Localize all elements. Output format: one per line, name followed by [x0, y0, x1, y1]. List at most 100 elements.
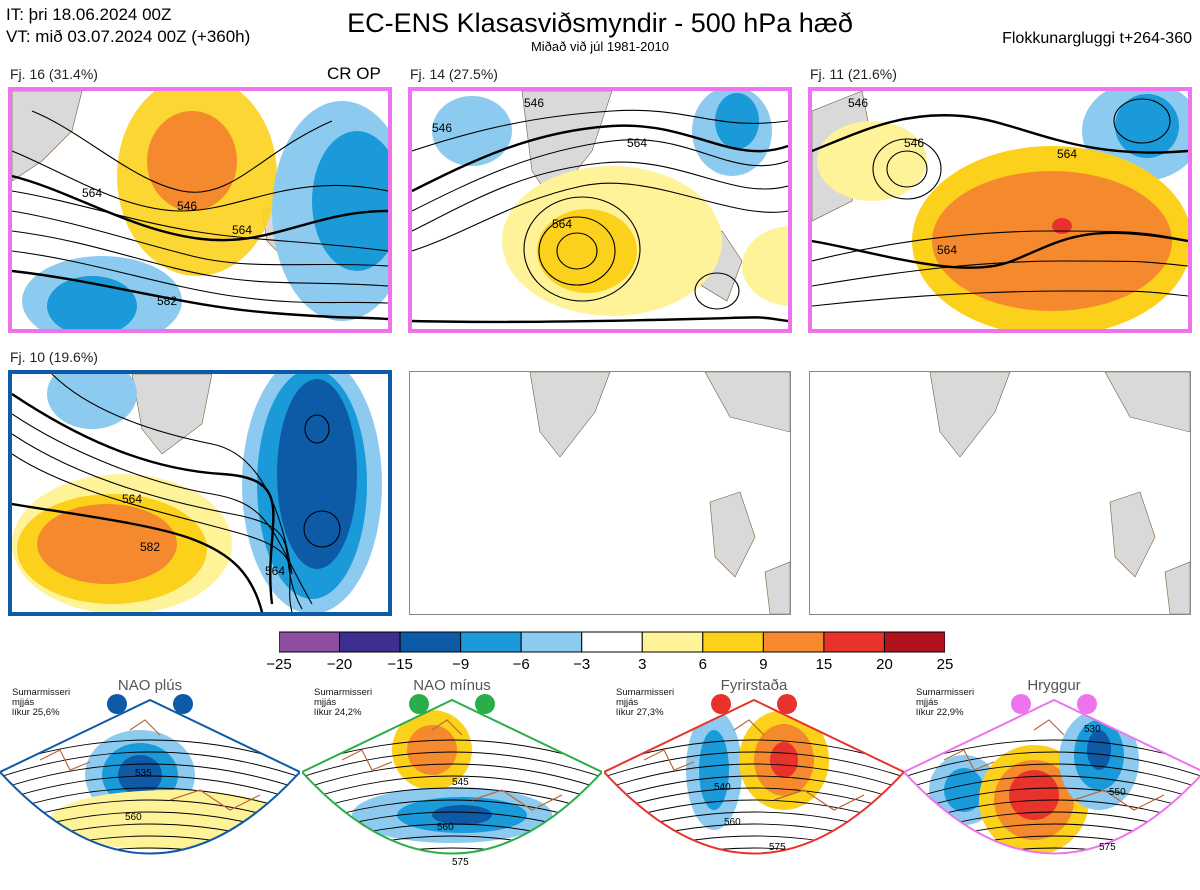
- cluster-label-4: Fj. 10 (19.6%): [10, 349, 98, 365]
- season-line: Sumarmisseri: [916, 687, 975, 698]
- colorbar-swatch: [520, 631, 583, 653]
- cluster-map-2: 546 546 564 564: [408, 87, 792, 333]
- height-contour: [904, 775, 1200, 802]
- page-subtitle: Miðað við júl 1981-2010: [530, 39, 670, 54]
- colorbar-swatch: [762, 631, 825, 653]
- regime-name: Hryggur: [1027, 677, 1081, 694]
- regime-marker: [475, 694, 495, 714]
- contour-label: 582: [157, 294, 178, 308]
- colorbar-swatch: [581, 631, 643, 653]
- contour-label: 575: [1099, 842, 1116, 853]
- contour-label: 564: [1057, 147, 1078, 161]
- regime-name: NAO mínus: [413, 677, 491, 694]
- regime-marker: [409, 694, 429, 714]
- run-info: IT: þri 18.06.2024 00Z VT: mið 03.07.202…: [6, 4, 250, 48]
- contour-label: 564: [627, 136, 648, 150]
- height-contour: [604, 847, 904, 854]
- colorbar-tick-label: 6: [698, 656, 707, 673]
- season-line: Sumarmisseri: [314, 687, 373, 698]
- contour-label: 545: [452, 777, 469, 788]
- height-contour: [0, 751, 300, 778]
- contour-label: 546: [432, 121, 453, 135]
- valid-time: VT: mið 03.07.2024 00Z (+360h): [6, 27, 251, 46]
- regime-season-info: Sumarmisseri mjjás líkur 22,9%: [916, 688, 974, 718]
- cluster-map-3: 546 546 564 564: [808, 87, 1192, 333]
- cr-op-tag: CR OP: [327, 64, 381, 83]
- season-line: líkur 24,2%: [314, 707, 362, 718]
- contour-label: 546: [177, 199, 198, 213]
- height-contour: [904, 787, 1200, 814]
- regime-marker: [173, 694, 193, 714]
- regime-season-info: Sumarmisseri mjjás líkur 27,3%: [616, 688, 674, 718]
- cluster-label-1: Fj. 16 (31.4%): [10, 66, 98, 82]
- contour-label: 530: [1084, 724, 1101, 735]
- contour-label: 560: [724, 817, 741, 828]
- anomaly-area: [1087, 730, 1111, 770]
- regime-marker: [1011, 694, 1031, 714]
- season-line: Sumarmisseri: [12, 687, 71, 698]
- anomaly-area: [944, 768, 984, 812]
- season-line: mjjás: [916, 697, 939, 708]
- anomaly-area: [770, 742, 798, 778]
- season-line: mjjás: [12, 697, 35, 708]
- coastline: [39, 719, 261, 811]
- height-contour: [904, 751, 1200, 778]
- contour-label: 564: [122, 492, 143, 506]
- regime-map: 535 560: [0, 694, 300, 855]
- colorbar-tick-label: 3: [638, 656, 647, 673]
- regime-outline: [302, 698, 602, 855]
- colorbar-tick-label: 15: [815, 656, 833, 673]
- contour-label: 582: [140, 540, 161, 554]
- classification-window: Flokkunargluggi t+264-360: [1002, 30, 1192, 47]
- regime-map: 530 550 575: [904, 694, 1200, 855]
- colorbar-swatch: [279, 631, 341, 653]
- season-line: líkur 25,6%: [12, 707, 60, 718]
- colorbar-swatch: [823, 631, 885, 653]
- coastline: [943, 719, 1165, 811]
- height-contour: [0, 847, 300, 854]
- colorbar-tick-label: −6: [512, 656, 530, 673]
- cluster-map-4: 564 582 564: [8, 370, 392, 616]
- season-line: mjjás: [616, 697, 639, 708]
- colorbar-tick-label: 20: [876, 656, 893, 673]
- contour-label: 564: [82, 186, 103, 200]
- regime-marker: [711, 694, 731, 714]
- colorbar-swatch: [641, 631, 704, 653]
- height-contour: [0, 775, 300, 802]
- contour-label: 546: [904, 136, 925, 150]
- colorbar-tick-label: −15: [387, 656, 413, 673]
- height-contour: [302, 787, 602, 814]
- height-contour: [604, 787, 904, 814]
- empty-map-6: [809, 371, 1191, 615]
- height-contour: [904, 847, 1200, 854]
- anomaly-area: [699, 730, 729, 810]
- contour-label: 564: [937, 243, 958, 257]
- regime-name: Fyrirstaða: [720, 677, 788, 694]
- anomaly-area: [118, 755, 162, 795]
- height-contour: [0, 763, 300, 790]
- regime-map: 545 560 575: [302, 694, 602, 868]
- height-contour: [302, 751, 602, 778]
- coastline: [341, 719, 563, 811]
- colorbar-swatch: [339, 631, 401, 653]
- colorbar-tick-label: −20: [326, 656, 353, 673]
- height-contour: [0, 787, 300, 814]
- season-line: mjjás: [314, 697, 337, 708]
- season-line: líkur 22,9%: [916, 707, 964, 718]
- colorbar: [279, 631, 945, 653]
- empty-map-5: [409, 371, 791, 615]
- regime-marker: [777, 694, 797, 714]
- height-contour: [302, 847, 602, 854]
- coastline: [643, 719, 865, 811]
- height-contour: [604, 763, 904, 790]
- cluster-label-3: Fj. 11 (21.6%): [810, 66, 897, 82]
- colorbar-swatch: [399, 631, 462, 653]
- cluster-map-1: 564 546 564 582: [8, 87, 392, 333]
- contour-label: 564: [265, 564, 286, 578]
- regime-marker: [107, 694, 127, 714]
- regime-marker: [1077, 694, 1097, 714]
- colorbar-tick-label: 25: [936, 656, 954, 673]
- colorbar-swatch: [702, 631, 764, 653]
- regime-season-info: Sumarmisseri mjjás líkur 25,6%: [12, 688, 70, 718]
- contour-label: 535: [135, 768, 152, 779]
